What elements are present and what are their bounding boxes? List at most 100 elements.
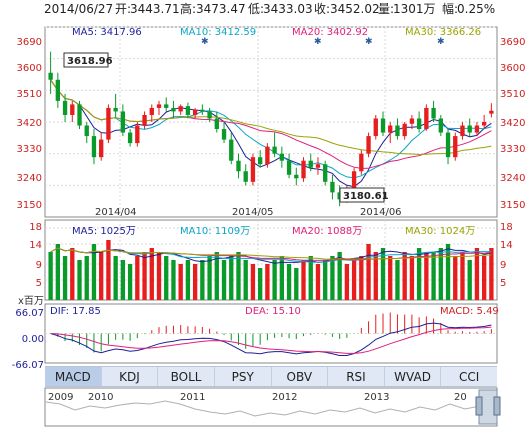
legend-ma30: MA30: 3366.26	[405, 27, 481, 38]
volume-bar	[395, 260, 400, 300]
candle-body	[229, 139, 234, 161]
volume-bar	[279, 256, 285, 300]
volume-bar	[250, 264, 256, 300]
volume-bar	[373, 252, 378, 300]
volume-bar	[178, 264, 183, 300]
candle-body	[431, 107, 436, 119]
volume-bar	[467, 260, 472, 300]
volume-bar	[351, 260, 357, 300]
volume-bar	[460, 252, 465, 300]
grid-lines	[45, 26, 497, 334]
candle-body	[424, 107, 429, 130]
volume-bar	[380, 248, 386, 300]
tab-wvad[interactable]: WVAD	[385, 367, 442, 386]
volume-bar	[99, 252, 104, 300]
volume-bar	[77, 260, 82, 300]
volume-bar	[70, 248, 75, 300]
overview-year: 2009	[48, 392, 73, 403]
volume-bar	[489, 248, 494, 300]
volume-bar	[388, 256, 393, 300]
tab-kdj[interactable]: KDJ	[102, 367, 159, 386]
macd-dif-label: DIF: 17.85	[50, 306, 101, 317]
tab-rsi[interactable]: RSI	[328, 367, 385, 386]
volume-bar	[424, 252, 429, 300]
macd-unit-label: x百万	[18, 295, 44, 307]
candle-body	[301, 160, 306, 179]
volume-bar	[265, 264, 270, 300]
candle-body	[236, 160, 241, 172]
candle-body	[438, 118, 443, 133]
candle-body	[77, 104, 82, 126]
candle-body	[416, 118, 422, 130]
macd-tick: -66.07	[12, 360, 44, 371]
header-close: 3452.02	[330, 2, 380, 16]
candle-body	[149, 107, 154, 115]
candle-body	[380, 118, 386, 133]
volume-tick: 5	[500, 278, 506, 289]
volume-tick: 9	[36, 260, 42, 271]
high-marker-label: 3618.96	[67, 56, 113, 67]
candle-body	[359, 153, 364, 172]
volume-legend: MA5: 1025万 MA10: 1109万 MA20: 1088万 MA30:…	[72, 226, 475, 237]
candle-body	[70, 104, 75, 115]
candle-body	[62, 100, 68, 115]
overview-handle-right[interactable]	[493, 396, 501, 416]
candle-body	[445, 132, 451, 158]
volume-bar	[149, 248, 154, 300]
candlesticks	[48, 51, 494, 207]
tab-cci[interactable]: CCI	[459, 369, 480, 384]
volume-bar	[409, 256, 415, 300]
candle-body	[286, 160, 292, 175]
price-legend: MA5: 3417.96 MA10: 3412.59 MA20: 3402.92…	[72, 27, 481, 38]
candle-body	[91, 136, 97, 158]
candle-body	[265, 146, 270, 165]
volume-tick: 18	[29, 222, 42, 233]
candle-body	[127, 132, 133, 144]
candle-body	[221, 129, 227, 140]
candle-body	[106, 107, 111, 140]
candle-body	[99, 139, 104, 158]
x-label-june: 2014/06	[360, 207, 402, 218]
volume-bar	[164, 256, 169, 300]
candle-body	[351, 171, 357, 189]
volume-bar	[257, 268, 263, 300]
tab-psy[interactable]: PSY	[215, 367, 272, 386]
tab-obv[interactable]: OBV	[272, 367, 329, 386]
header-low-label: 低:	[248, 2, 264, 16]
overview-handle-left[interactable]	[475, 396, 483, 416]
candle-body	[294, 174, 299, 179]
candle-body	[135, 125, 140, 144]
volume-bar	[438, 248, 443, 300]
price-tick-right: 3150	[500, 200, 525, 211]
tab-boll[interactable]: BOLL	[158, 367, 215, 386]
candle-body	[164, 104, 169, 108]
volume-bar	[200, 260, 205, 300]
volume-bar	[55, 244, 61, 300]
candle-body	[388, 125, 393, 133]
candle-body	[48, 72, 53, 80]
volume-tick: 9	[500, 260, 506, 271]
candle-body	[323, 164, 328, 182]
candle-body	[243, 171, 248, 182]
tab-macd[interactable]: MACD	[45, 367, 102, 386]
legend-ma20: MA20: 3402.92	[292, 27, 368, 38]
price-tick-left: 3150	[17, 200, 42, 211]
macd-y-axis: 66.07 0.00 -66.07	[12, 308, 44, 371]
volume-bar	[416, 248, 422, 300]
volume-bar	[62, 256, 68, 300]
overview-year: 2010	[88, 392, 113, 403]
candle-body	[315, 164, 321, 168]
volume-bar	[84, 256, 89, 300]
candle-body	[142, 114, 147, 126]
header-low: 3433.03	[263, 2, 313, 16]
volume-bar	[315, 264, 321, 300]
low-marker: 3180.61	[339, 187, 389, 203]
volume-bar	[431, 252, 436, 300]
candle-body	[178, 106, 183, 112]
volume-bar	[185, 260, 191, 300]
volume-bar	[323, 260, 328, 300]
overview-year: 2011	[180, 392, 205, 403]
candle-body	[373, 118, 378, 137]
volume-bar	[156, 252, 162, 300]
candle-body	[120, 111, 126, 133]
